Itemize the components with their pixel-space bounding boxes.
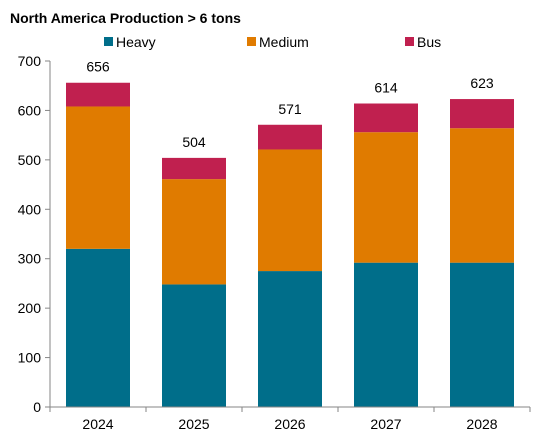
legend-label-heavy: Heavy xyxy=(116,34,156,50)
x-tick-label: 2026 xyxy=(274,416,305,432)
total-label-2026: 571 xyxy=(278,101,302,117)
bar-heavy-2024 xyxy=(66,248,130,407)
x-tick-label: 2025 xyxy=(178,416,209,432)
bar-heavy-2028 xyxy=(450,262,514,407)
total-label-2027: 614 xyxy=(374,80,398,96)
legend-label-medium: Medium xyxy=(259,34,309,50)
bar-bus-2026 xyxy=(258,124,322,150)
bar-bus-2024 xyxy=(66,82,130,107)
y-tick-label: 400 xyxy=(18,201,42,217)
legend-label-bus: Bus xyxy=(417,34,441,50)
total-label-2025: 504 xyxy=(182,134,206,150)
y-tick-label: 0 xyxy=(33,399,41,415)
bar-medium-2028 xyxy=(450,128,514,263)
y-tick-label: 100 xyxy=(18,350,42,366)
y-tick-label: 200 xyxy=(18,300,42,316)
total-labels: 656 504 571 614 623 xyxy=(86,59,494,150)
y-tick-label: 600 xyxy=(18,102,42,118)
bar-heavy-2025 xyxy=(162,284,226,407)
legend-swatch-bus xyxy=(405,37,414,46)
bar-bus-2027 xyxy=(354,103,418,133)
bar-medium-2026 xyxy=(258,149,322,272)
x-tick-label: 2024 xyxy=(82,416,113,432)
y-axis: 0 100 200 300 400 500 600 700 xyxy=(18,53,51,415)
bar-heavy-2026 xyxy=(258,271,322,407)
x-axis: 2024 2025 2026 2027 2028 xyxy=(49,406,531,432)
y-tick-label: 500 xyxy=(18,152,42,168)
total-label-2024: 656 xyxy=(86,59,110,75)
x-tick-label: 2028 xyxy=(466,416,497,432)
legend: Heavy Medium Bus xyxy=(104,34,441,50)
y-tick-label: 300 xyxy=(18,251,42,267)
bars xyxy=(66,82,514,407)
bar-heavy-2027 xyxy=(354,262,418,407)
legend-swatch-heavy xyxy=(104,37,113,46)
x-tick-label: 2027 xyxy=(370,416,401,432)
legend-swatch-medium xyxy=(247,37,256,46)
bar-medium-2027 xyxy=(354,132,418,263)
bar-bus-2025 xyxy=(162,157,226,180)
bar-medium-2024 xyxy=(66,106,130,249)
bar-bus-2028 xyxy=(450,99,514,129)
y-tick-label: 700 xyxy=(18,53,42,69)
bar-medium-2025 xyxy=(162,179,226,285)
total-label-2028: 623 xyxy=(470,75,494,91)
chart-title: North America Production > 6 tons xyxy=(10,10,241,26)
